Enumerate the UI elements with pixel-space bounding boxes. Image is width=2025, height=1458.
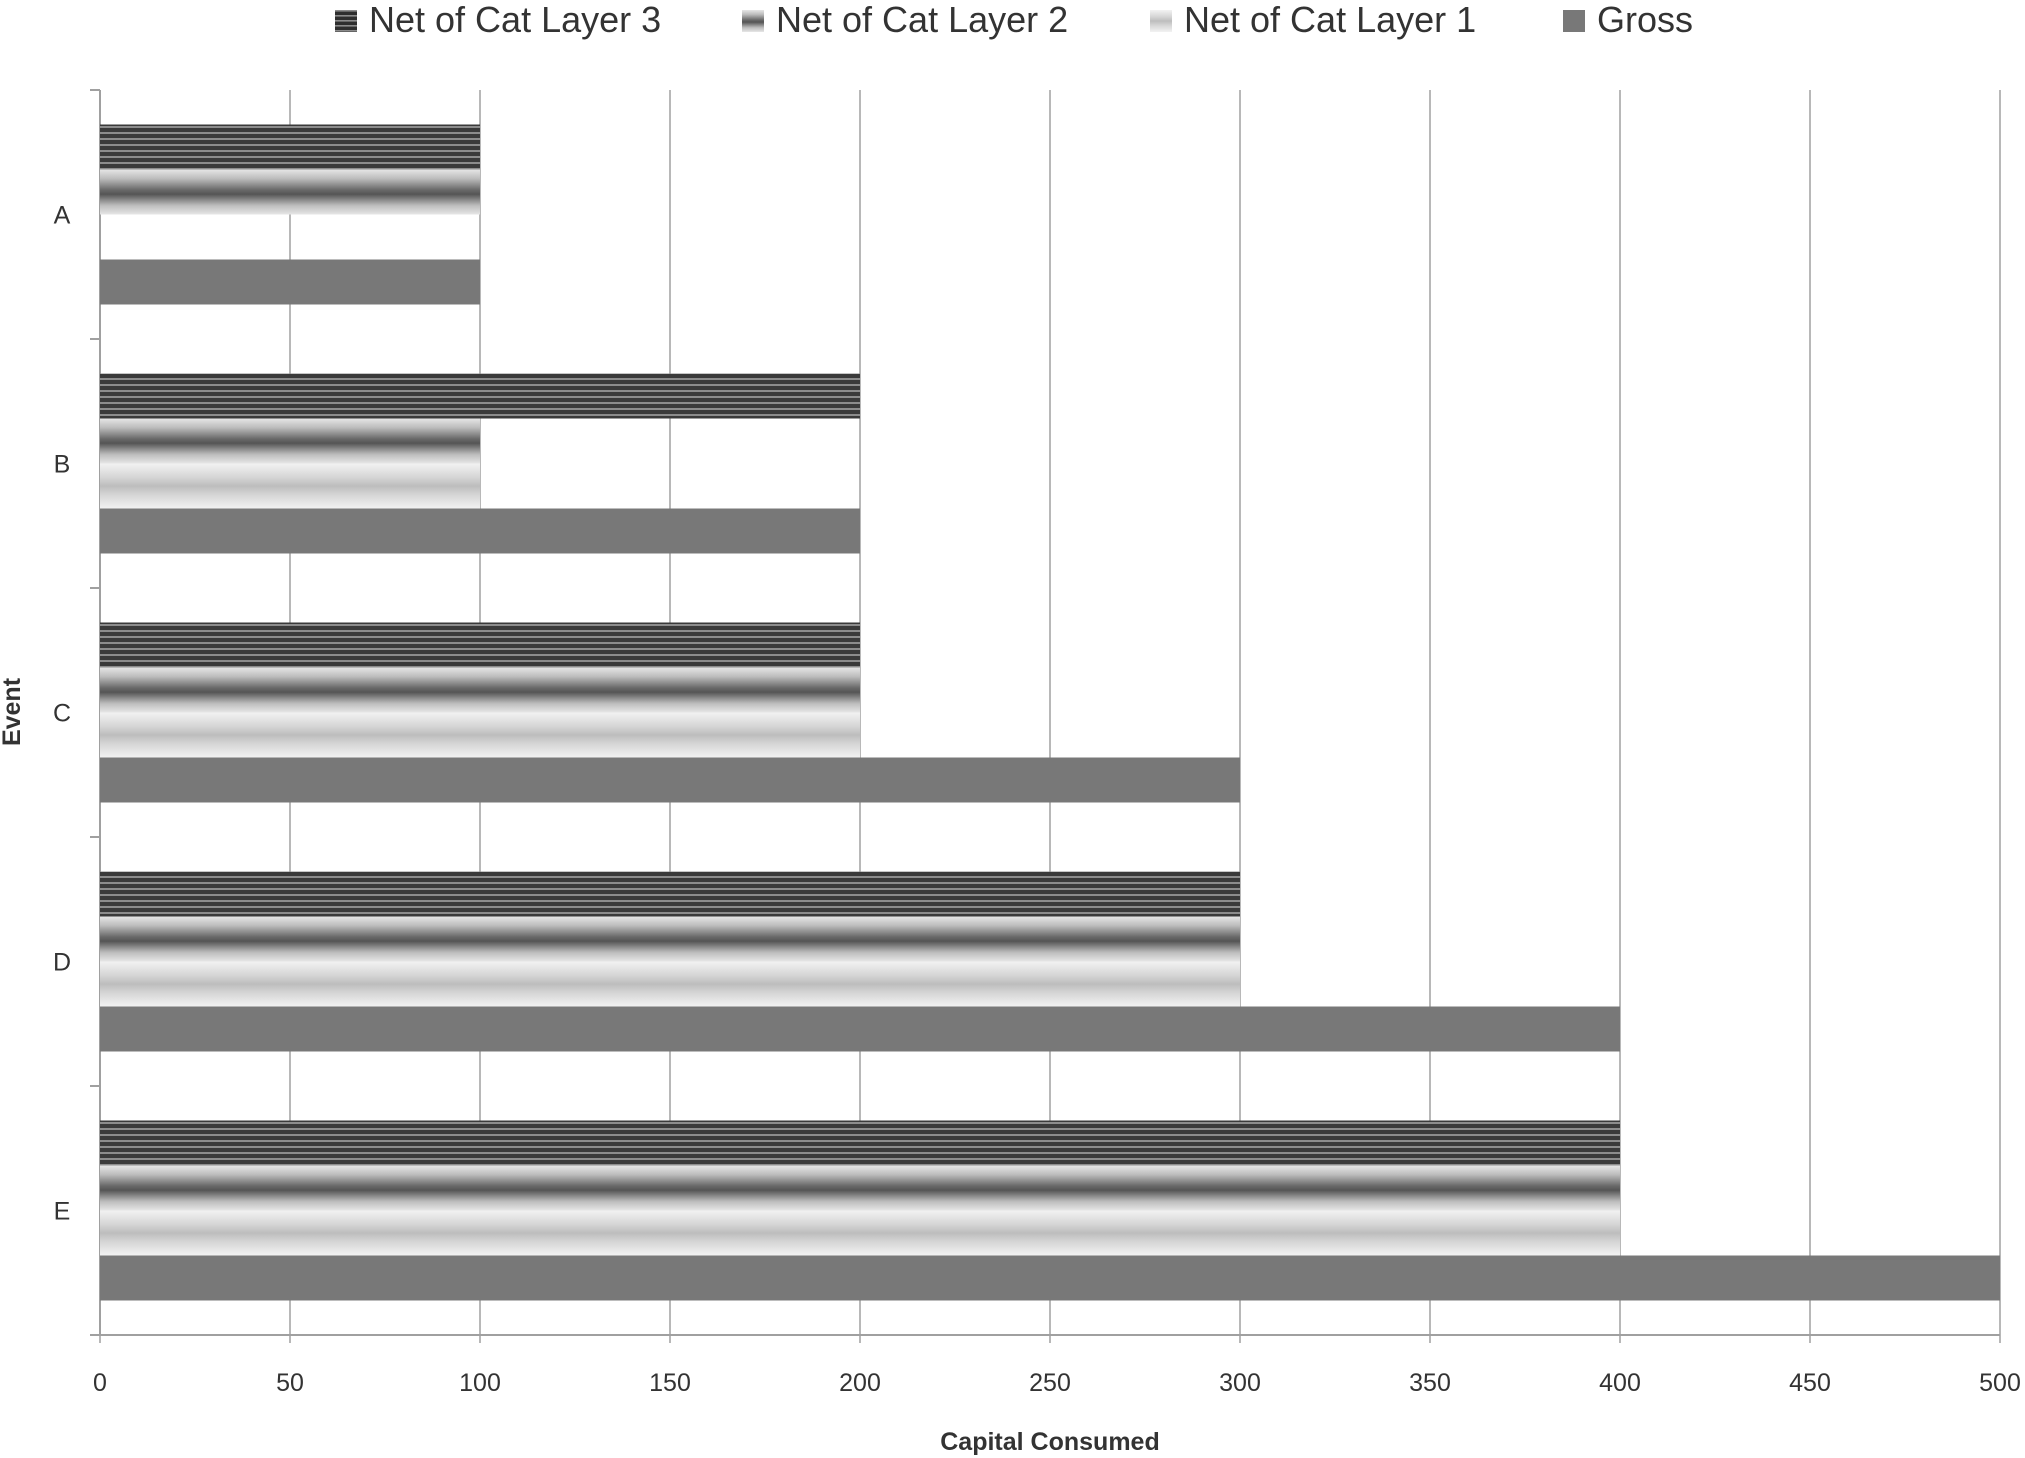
bar-A-net-of-cat-layer-2 <box>100 169 480 215</box>
bar-B-net-of-cat-layer-1 <box>100 463 480 509</box>
x-tick-label-200: 200 <box>839 1369 881 1397</box>
legend-swatch <box>742 10 764 32</box>
y-tick-label-B: B <box>54 451 71 479</box>
legend-label: Net of Cat Layer 2 <box>776 0 1068 40</box>
bar-D-net-of-cat-layer-1 <box>100 961 1240 1007</box>
bar-A-net-of-cat-layer-3 <box>100 124 480 170</box>
bar-C-net-of-cat-layer-2 <box>100 667 860 713</box>
bar-A-gross <box>100 259 480 305</box>
x-tick-label-250: 250 <box>1029 1369 1071 1397</box>
bars <box>100 124 2000 1301</box>
y-axis-title: Event <box>0 677 26 746</box>
x-tick-label-50: 50 <box>276 1369 304 1397</box>
x-tick-label-150: 150 <box>649 1369 691 1397</box>
bar-B-gross <box>100 508 860 554</box>
bar-C-net-of-cat-layer-1 <box>100 712 860 758</box>
bar-E-gross <box>100 1255 2000 1301</box>
legend-item-gross: Gross <box>1563 0 1693 40</box>
x-tick-label-0: 0 <box>93 1369 107 1397</box>
bar-D-net-of-cat-layer-3 <box>100 871 1240 917</box>
bar-C-gross <box>100 757 1240 803</box>
y-tick-label-D: D <box>53 949 71 977</box>
legend-item-net-of-cat-layer-3: Net of Cat Layer 3 <box>335 0 661 40</box>
x-tick-label-400: 400 <box>1599 1369 1641 1397</box>
y-tick-label-A: A <box>54 202 71 230</box>
legend-label: Net of Cat Layer 3 <box>369 0 661 40</box>
bar-D-net-of-cat-layer-2 <box>100 916 1240 962</box>
bar-E-net-of-cat-layer-2 <box>100 1165 1620 1211</box>
legend-item-net-of-cat-layer-1: Net of Cat Layer 1 <box>1150 0 1476 40</box>
x-tick-label-100: 100 <box>459 1369 501 1397</box>
x-axis-title: Capital Consumed <box>940 1428 1159 1456</box>
tick-labels: 0 50 100 150 200 250 300 350 400 450 500 A B C D E <box>53 202 2021 1398</box>
bar-E-net-of-cat-layer-1 <box>100 1210 1620 1256</box>
legend-item-net-of-cat-layer-2: Net of Cat Layer 2 <box>742 0 1068 40</box>
legend-swatch <box>1563 10 1585 32</box>
x-tick-label-450: 450 <box>1789 1369 1831 1397</box>
y-tick-label-E: E <box>54 1198 71 1226</box>
bar-D-gross <box>100 1006 1620 1052</box>
bar-B-net-of-cat-layer-2 <box>100 418 480 464</box>
bar-E-net-of-cat-layer-3 <box>100 1120 1620 1166</box>
bar-B-net-of-cat-layer-3 <box>100 373 860 419</box>
x-tick-label-300: 300 <box>1219 1369 1261 1397</box>
legend-label: Net of Cat Layer 1 <box>1184 0 1476 40</box>
legend-swatch <box>1150 10 1172 32</box>
legend-label: Gross <box>1597 0 1693 40</box>
y-tick-label-C: C <box>53 700 71 728</box>
x-tick-label-350: 350 <box>1409 1369 1451 1397</box>
legend: Net of Cat Layer 3 Net of Cat Layer 2 Net … <box>335 0 1693 40</box>
bar-C-net-of-cat-layer-3 <box>100 622 860 668</box>
x-tick-label-500: 500 <box>1979 1369 2021 1397</box>
legend-swatch <box>335 10 357 32</box>
